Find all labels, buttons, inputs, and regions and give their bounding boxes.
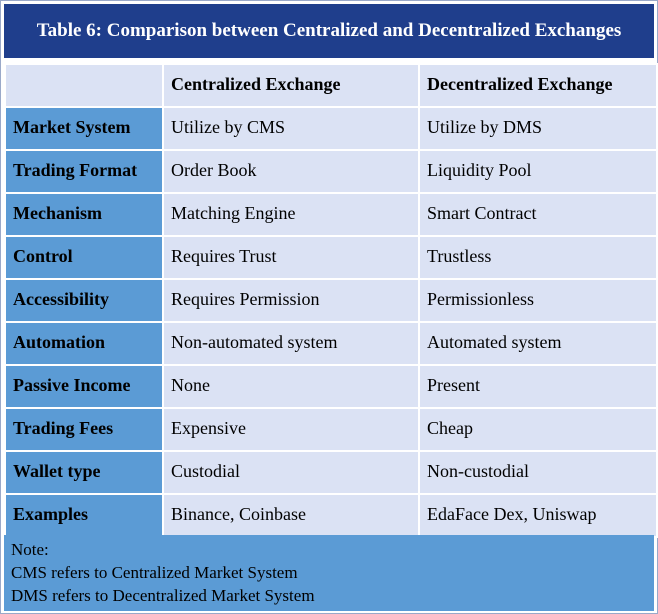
decentralized-cell: Cheap: [418, 407, 658, 452]
row-label: Control: [4, 235, 164, 280]
centralized-cell: Requires Permission: [162, 278, 420, 323]
decentralized-cell: Non-custodial: [418, 450, 658, 495]
decentralized-cell: Trustless: [418, 235, 658, 280]
table-row: Trading Fees Expensive Cheap: [4, 407, 658, 452]
header-row: Centralized Exchange Decentralized Excha…: [4, 63, 658, 108]
centralized-cell: Requires Trust: [162, 235, 420, 280]
comparison-table: Centralized Exchange Decentralized Excha…: [4, 63, 658, 538]
row-label: Accessibility: [4, 278, 164, 323]
decentralized-cell: Utilize by DMS: [418, 106, 658, 151]
note-line-cms: CMS refers to Centralized Market System: [11, 563, 298, 582]
centralized-cell: None: [162, 364, 420, 409]
centralized-cell: Non-automated system: [162, 321, 420, 366]
table-row: Wallet type Custodial Non-custodial: [4, 450, 658, 495]
centralized-cell: Order Book: [162, 149, 420, 194]
table-row: Automation Non-automated system Automate…: [4, 321, 658, 366]
decentralized-cell: Present: [418, 364, 658, 409]
table-row: Passive Income None Present: [4, 364, 658, 409]
row-label: Market System: [4, 106, 164, 151]
table-title: Table 6: Comparison between Centralized …: [4, 4, 654, 58]
table-row: Examples Binance, Coinbase EdaFace Dex, …: [4, 493, 658, 538]
decentralized-cell: Smart Contract: [418, 192, 658, 237]
note-line-dms: DMS refers to Decentralized Market Syste…: [11, 586, 315, 605]
decentralized-cell: Liquidity Pool: [418, 149, 658, 194]
decentralized-cell: EdaFace Dex, Uniswap: [418, 493, 658, 538]
table-note: Note: CMS refers to Centralized Market S…: [4, 535, 654, 611]
row-label: Wallet type: [4, 450, 164, 495]
row-label: Trading Fees: [4, 407, 164, 452]
row-label: Mechanism: [4, 192, 164, 237]
row-label: Examples: [4, 493, 164, 538]
decentralized-cell: Automated system: [418, 321, 658, 366]
row-label: Automation: [4, 321, 164, 366]
centralized-cell: Expensive: [162, 407, 420, 452]
table-row: Mechanism Matching Engine Smart Contract: [4, 192, 658, 237]
table-row: Accessibility Requires Permission Permis…: [4, 278, 658, 323]
row-label: Trading Format: [4, 149, 164, 194]
row-label: Passive Income: [4, 364, 164, 409]
centralized-cell: Utilize by CMS: [162, 106, 420, 151]
centralized-cell: Custodial: [162, 450, 420, 495]
table-row: Market System Utilize by CMS Utilize by …: [4, 106, 658, 151]
centralized-cell: Binance, Coinbase: [162, 493, 420, 538]
table-row: Control Requires Trust Trustless: [4, 235, 658, 280]
header-corner-cell: [4, 63, 164, 108]
centralized-cell: Matching Engine: [162, 192, 420, 237]
header-centralized: Centralized Exchange: [162, 63, 420, 108]
decentralized-cell: Permissionless: [418, 278, 658, 323]
header-decentralized: Decentralized Exchange: [418, 63, 658, 108]
note-heading: Note:: [11, 540, 49, 559]
table-row: Trading Format Order Book Liquidity Pool: [4, 149, 658, 194]
